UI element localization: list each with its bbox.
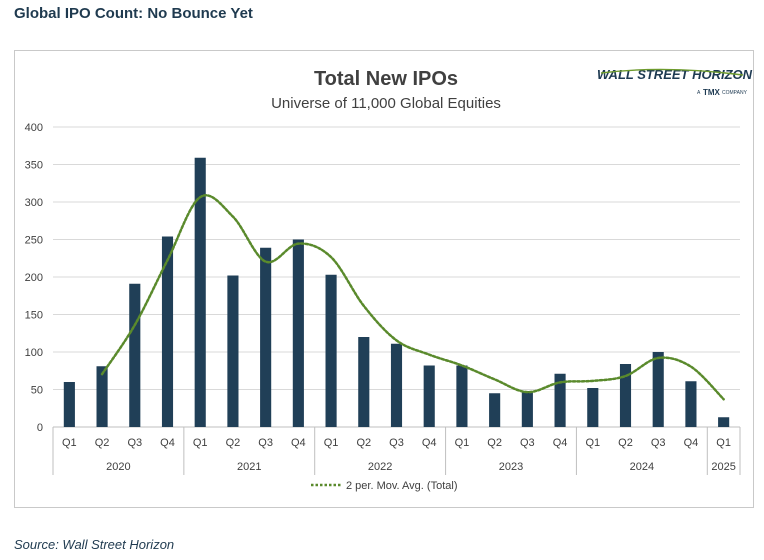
x-tick-label: Q4 <box>291 437 306 449</box>
logo-brand: TMX <box>703 88 721 97</box>
chart-subtitle: Universe of 11,000 Global Equities <box>271 95 501 112</box>
x-tick-label: Q1 <box>193 437 208 449</box>
logo-swoosh <box>600 68 744 76</box>
moving-average-line <box>100 194 725 401</box>
legend: 2 per. Mov. Avg. (Total) <box>311 480 457 492</box>
x-tick-label: Q4 <box>684 437 699 449</box>
y-tick-label: 0 <box>37 422 43 434</box>
logo-wordmark: WALL STREET HORIZON <box>597 67 753 82</box>
x-axis: Q1 Q2 Q3 Q4 Q1 Q2 Q3 Q4 Q1 Q2 Q3 Q4 Q1 Q2 Q3 Q4 Q1 Q2 Q3 Q4… <box>52 427 741 475</box>
bar <box>554 373 566 427</box>
bar <box>489 393 501 427</box>
page-headline: Global IPO Count: No Bounce Yet <box>14 5 253 22</box>
bar <box>194 157 206 427</box>
year-label: 2025 <box>711 461 735 473</box>
x-tick-label: Q1 <box>455 437 470 449</box>
source-note: Source: Wall Street Horizon <box>14 537 175 552</box>
x-tick-label: Q2 <box>618 437 633 449</box>
bar <box>456 365 468 427</box>
bar <box>96 366 108 427</box>
bar <box>227 275 239 427</box>
bar <box>587 388 599 427</box>
bar <box>619 364 632 427</box>
x-tick-label: Q1 <box>716 437 731 449</box>
year-label: 2021 <box>237 461 261 473</box>
x-tick-label: Q1 <box>62 437 77 449</box>
chart-frame: Total New IPOs Universe of 11,000 Global… <box>14 50 754 508</box>
x-tick-label: Q3 <box>389 437 404 449</box>
bar <box>718 417 730 427</box>
bar <box>358 337 370 427</box>
y-tick-label: 200 <box>25 272 43 284</box>
x-tick-label: Q3 <box>258 437 273 449</box>
bar <box>260 247 272 427</box>
x-tick-label: Q4 <box>422 437 437 449</box>
bar <box>63 382 75 427</box>
y-axis-ticks: 0 50 100 150 200 250 300 350 400 <box>25 122 43 434</box>
x-tick-label: Q2 <box>487 437 502 449</box>
bar <box>685 381 697 427</box>
x-tick-label: Q2 <box>95 437 110 449</box>
chart-svg: Total New IPOs Universe of 11,000 Global… <box>25 67 753 492</box>
logo-prefix: A <box>697 90 701 96</box>
x-tick-label: Q3 <box>520 437 535 449</box>
bar <box>129 283 141 427</box>
bar <box>292 239 304 427</box>
y-tick-label: 250 <box>25 235 43 247</box>
bar <box>390 343 403 427</box>
year-label: 2023 <box>499 461 523 473</box>
x-tick-label: Q3 <box>127 437 142 449</box>
y-tick-label: 400 <box>25 122 43 134</box>
x-tick-label: Q4 <box>160 437 175 449</box>
x-tick-label: Q1 <box>585 437 600 449</box>
y-tick-label: 50 <box>31 385 43 397</box>
legend-label: 2 per. Mov. Avg. (Total) <box>346 480 457 492</box>
chart-title: Total New IPOs <box>314 68 458 90</box>
x-tick-label: Q2 <box>226 437 241 449</box>
wall-street-horizon-logo: WALL STREET HORIZON A TMX COMPANY <box>597 67 753 97</box>
bars <box>63 157 730 427</box>
y-tick-label: 300 <box>25 197 43 209</box>
x-tick-label: Q1 <box>324 437 339 449</box>
bar <box>652 352 664 427</box>
bar <box>161 236 174 427</box>
bar <box>325 274 337 427</box>
y-tick-label: 350 <box>25 160 43 172</box>
bar <box>423 365 435 427</box>
y-tick-label: 150 <box>25 310 43 322</box>
year-label: 2024 <box>630 461 654 473</box>
logo-suffix: COMPANY <box>722 90 748 96</box>
y-tick-label: 100 <box>25 347 43 359</box>
bar <box>521 391 533 427</box>
year-label: 2022 <box>368 461 392 473</box>
x-tick-label: Q3 <box>651 437 666 449</box>
moving-average <box>100 194 725 401</box>
year-label: 2020 <box>106 461 130 473</box>
x-tick-label: Q4 <box>553 437 568 449</box>
x-tick-label: Q2 <box>356 437 371 449</box>
